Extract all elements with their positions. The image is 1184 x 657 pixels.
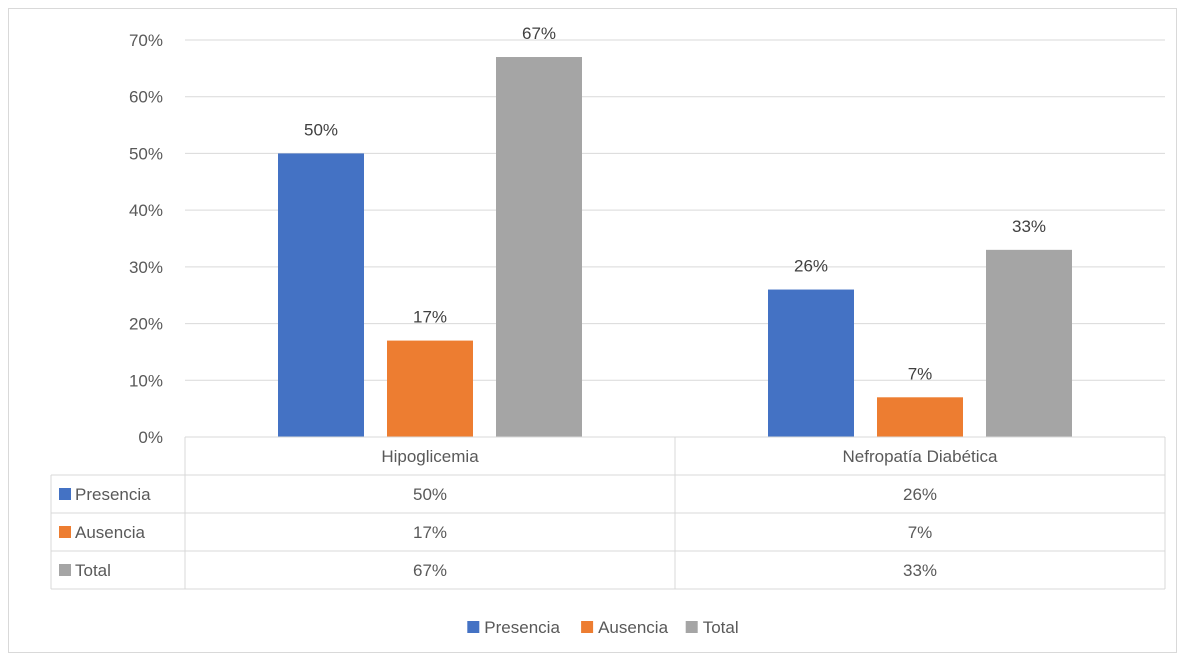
legend: Presencia Ausencia Total: [467, 618, 738, 637]
bar-presencia-1: [278, 153, 364, 437]
table-cell: 17%: [413, 523, 447, 542]
table-cell: 67%: [413, 561, 447, 580]
table-row-label: Presencia: [75, 485, 151, 504]
bar-data-label: 7%: [908, 364, 933, 383]
legend-label: Total: [703, 618, 739, 637]
y-tick-label: 50%: [129, 144, 163, 163]
y-axis-ticks: 0% 10% 20% 30% 40% 50% 60% 70%: [129, 31, 163, 447]
bar-ausencia-1: [387, 341, 473, 437]
legend-swatch-total: [686, 621, 698, 633]
table-row-key: [59, 526, 71, 538]
legend-swatch-ausencia: [581, 621, 593, 633]
bar-data-label: 17%: [413, 308, 447, 327]
x-category-label: Hipoglicemia: [381, 447, 479, 466]
bar-ausencia-2: [877, 397, 963, 437]
bar-total-2: [986, 250, 1072, 437]
y-tick-label: 40%: [129, 201, 163, 220]
y-tick-label: 0%: [138, 428, 163, 447]
data-table: Hipoglicemia Nefropatía Diabética Presenci…: [51, 437, 1165, 589]
table-cell: 50%: [413, 485, 447, 504]
bar-data-label: 26%: [794, 257, 828, 276]
y-tick-label: 10%: [129, 371, 163, 390]
legend-label: Presencia: [484, 618, 560, 637]
table-cell: 7%: [908, 523, 933, 542]
bar-data-label: 33%: [1012, 217, 1046, 236]
bar-data-label: 50%: [304, 120, 338, 139]
data-labels: 50% 17% 67% 26% 7% 33%: [304, 24, 1046, 383]
y-tick-label: 60%: [129, 88, 163, 107]
table-row-label: Ausencia: [75, 523, 145, 542]
table-row-label: Total: [75, 561, 111, 580]
x-category-label: Nefropatía Diabética: [843, 447, 999, 466]
y-tick-label: 70%: [129, 31, 163, 50]
y-tick-label: 30%: [129, 258, 163, 277]
bar-presencia-2: [768, 290, 854, 437]
table-row-key: [59, 488, 71, 500]
table-row-key: [59, 564, 71, 576]
table-cell: 33%: [903, 561, 937, 580]
bar-total-1: [496, 57, 582, 437]
y-tick-label: 20%: [129, 315, 163, 334]
bar-data-label: 67%: [522, 24, 556, 43]
table-cell: 26%: [903, 485, 937, 504]
legend-swatch-presencia: [467, 621, 479, 633]
legend-label: Ausencia: [598, 618, 668, 637]
